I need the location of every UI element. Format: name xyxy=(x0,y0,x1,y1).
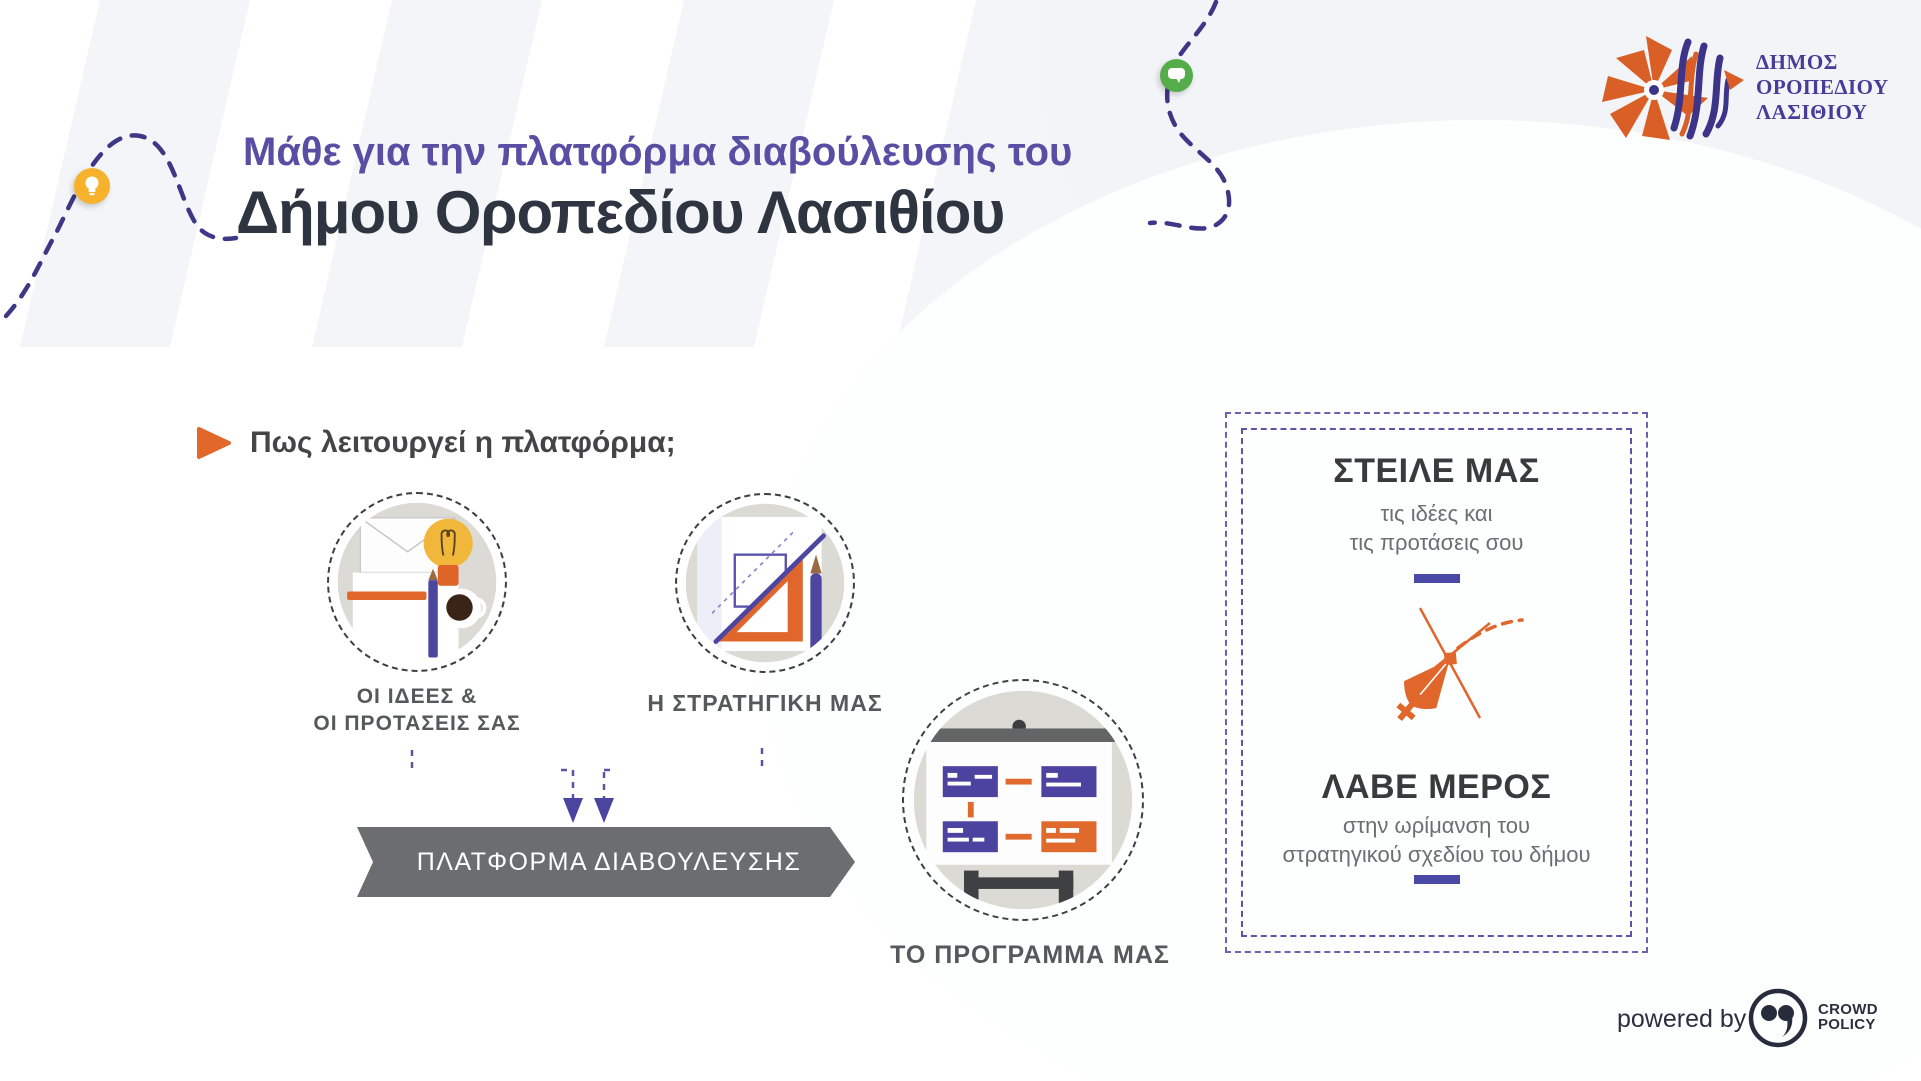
idea-marker xyxy=(74,168,110,204)
platform-banner: ΠΛΑΤΦΟΡΜΑ ΔΙΑΒΟΥΛΕΥΣΗΣ xyxy=(357,827,855,897)
page-title-main: Δήμου Οροπεδίου Λασιθίου xyxy=(236,179,1005,246)
section-heading: Πως λειτουργεί η πλατφόρμα; xyxy=(196,426,676,460)
step-label-ideas: ΟΙ ΙΔΕΕΣ & ΟΙ ΠΡΟΤΑΣΕΙΣ ΣΑΣ xyxy=(313,685,521,736)
step-circle-program xyxy=(902,679,1144,921)
cta-divider-bottom xyxy=(1414,875,1460,884)
cta-divider-top xyxy=(1414,574,1460,583)
step-circle-strategy xyxy=(675,493,855,673)
page-title-sub: Μάθε για την πλατφόρμα διαβούλευσης του xyxy=(243,130,1073,174)
arrow-stem-1 xyxy=(561,768,575,798)
chat-bubble-icon xyxy=(1168,68,1185,83)
step-label-strategy: Η ΣΤΡΑΤΗΓΙΚΗ ΜΑΣ xyxy=(647,690,883,716)
crowd-policy-logo-icon[interactable] xyxy=(1746,986,1810,1050)
presentation-board-icon xyxy=(913,690,1133,910)
journey-path-left xyxy=(3,133,239,319)
chat-marker xyxy=(1160,59,1193,92)
arrow-stem-2 xyxy=(602,768,616,798)
cta-send-subtitle: τις ιδέες και τις προτάσεις σου xyxy=(1349,501,1524,555)
logo-text-line2: ΟΡΟΠΕΔΙΟΥ xyxy=(1756,75,1889,100)
drafting-tools-icon xyxy=(685,503,845,663)
platform-banner-label: ΠΛΑΤΦΟΡΜΑ ΔΙΑΒΟΥΛΕΥΣΗΣ xyxy=(416,847,802,876)
play-triangle-icon xyxy=(197,427,231,459)
lightbulb-icon xyxy=(85,176,99,196)
step-label-program: ΤΟ ΠΡΟΓΡΑΜΜΑ ΜΑΣ xyxy=(890,941,1170,969)
cta-panel-inner-border xyxy=(1241,428,1632,937)
windmill-emblem-icon xyxy=(1602,36,1744,140)
cta-take-part-subtitle: στην ωρίμανση του στρατηγικού σχεδίου το… xyxy=(1282,813,1591,867)
journey-path-right xyxy=(1147,0,1232,231)
step-circle-ideas xyxy=(327,492,507,672)
arrow-head-1 xyxy=(563,798,583,823)
cta-take-part-title: ΛΑΒΕ ΜΕΡΟΣ xyxy=(1321,768,1552,806)
municipality-logo[interactable]: ΔΗΜΟΣ ΟΡΟΠΕΔΙΟΥ ΛΑΣΙΘΙΟΥ xyxy=(1596,28,1916,148)
arrow-head-2 xyxy=(594,798,614,823)
logo-text-line3: ΛΑΣΙΘΙΟΥ xyxy=(1756,100,1868,125)
section-heading-label: Πως λειτουργεί η πλατφόρμα; xyxy=(250,426,676,459)
ideas-desk-icon xyxy=(337,502,497,662)
logo-text-line1: ΔΗΜΟΣ xyxy=(1756,50,1838,74)
crowd-policy-wordmark[interactable]: CROWD POLICY xyxy=(1818,1001,1878,1033)
pen-nib-icon xyxy=(1396,607,1524,722)
powered-by-label: powered by xyxy=(1617,1005,1747,1033)
cta-panel xyxy=(1225,412,1648,953)
cta-send-title: ΣΤΕΙΛΕ ΜΑΣ xyxy=(1333,452,1540,490)
